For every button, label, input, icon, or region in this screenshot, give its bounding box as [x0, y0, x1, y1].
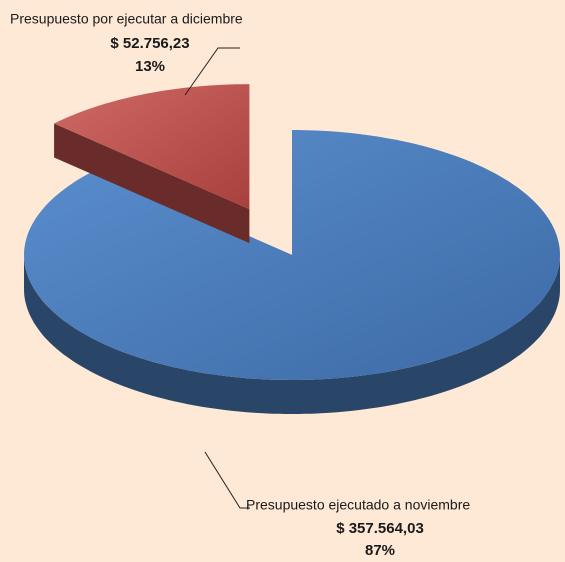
leader-line — [204, 451, 250, 509]
percent-label: 13% — [135, 58, 165, 75]
percent-label: 87% — [365, 542, 395, 559]
slice-label: Presupuesto por ejecutar a diciembre — [10, 11, 243, 27]
slice — [24, 130, 560, 380]
slice-label: Presupuesto ejecutado a noviembre — [246, 497, 470, 513]
slice-side — [24, 255, 560, 414]
amount-label: $ 52.756,23 — [110, 35, 189, 52]
leader-line — [184, 47, 240, 96]
slice-side — [54, 123, 250, 244]
amount-label: $ 357.564,03 — [336, 520, 424, 537]
slice — [54, 84, 250, 210]
pie — [24, 84, 560, 414]
